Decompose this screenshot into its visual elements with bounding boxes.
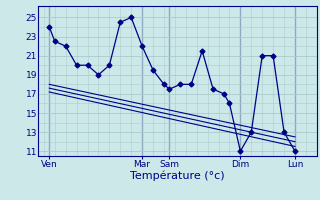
- X-axis label: Température (°c): Température (°c): [130, 171, 225, 181]
